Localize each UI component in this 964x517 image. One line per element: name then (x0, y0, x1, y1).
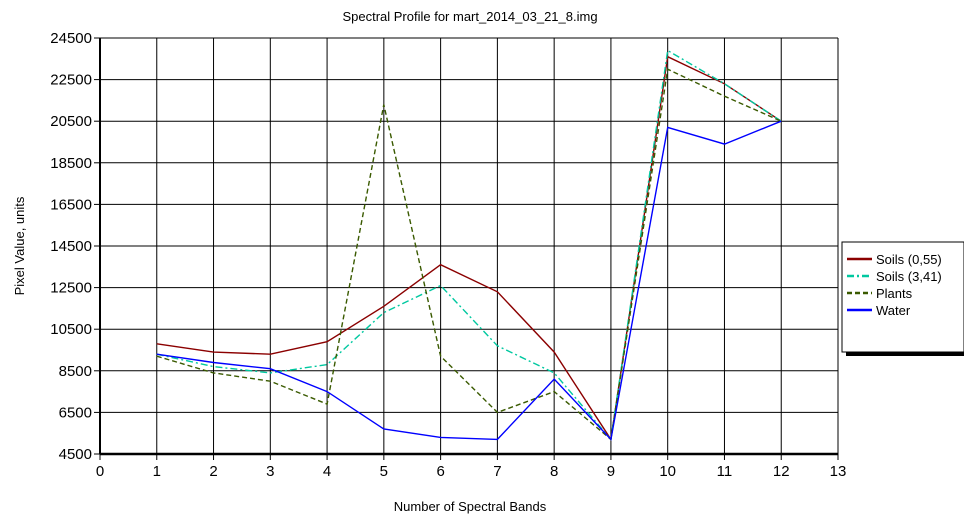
x-tick-label: 0 (96, 463, 104, 480)
series-line-1 (156, 49, 782, 442)
x-tick-label: 7 (493, 463, 501, 480)
plot-frame (94, 37, 839, 460)
x-tick-label: 4 (323, 463, 331, 480)
y-tick-label: 14500 (50, 238, 92, 255)
y-tick-label: 8500 (59, 363, 92, 380)
legend-label: Soils (3,41) (876, 269, 942, 284)
y-tick-label: 6500 (59, 404, 92, 421)
chart-title: Spectral Profile for mart_2014_03_21_8.i… (342, 9, 597, 24)
legend-label: Water (876, 303, 911, 318)
x-tick-label: 13 (830, 463, 847, 480)
y-tick-label: 10500 (50, 321, 92, 338)
x-tick-labels: 0 1 2 3 4 5 6 7 8 9 10 11 12 13 (96, 463, 847, 480)
y-tick-label: 20500 (50, 113, 92, 130)
x-tick-label: 1 (153, 463, 161, 480)
x-tick-label: 12 (773, 463, 790, 480)
x-tick-label: 2 (209, 463, 217, 480)
y-tick-label: 22500 (50, 72, 92, 89)
x-tick-label: 3 (266, 463, 274, 480)
x-tick-label: 10 (659, 463, 676, 480)
legend-label: Soils (0,55) (876, 252, 942, 267)
legend: Soils (0,55) Soils (3,41) Plants Water (841, 241, 964, 356)
x-tick-label: 11 (717, 463, 733, 480)
y-tick-label: 16500 (50, 196, 92, 213)
legend-label: Plants (876, 286, 913, 301)
x-axis-title: Number of Spectral Bands (394, 499, 547, 514)
y-tick-label: 24500 (50, 30, 92, 47)
grid-lines (99, 37, 839, 455)
y-tick-labels: 4500 6500 8500 10500 12500 14500 16500 18500 205… (50, 30, 92, 463)
y-tick-label: 12500 (50, 280, 92, 297)
x-tick-label: 5 (380, 463, 388, 480)
y-tick-label: 4500 (59, 446, 92, 463)
x-tick-label: 9 (607, 463, 615, 480)
series-line-2 (156, 68, 782, 441)
series-line-0 (156, 55, 782, 442)
series-lines (156, 49, 782, 442)
y-axis-title: Pixel Value, units (12, 196, 27, 295)
series-line-3 (156, 120, 782, 441)
y-tick-label: 18500 (50, 155, 92, 172)
x-tick-label: 8 (550, 463, 558, 480)
legend-box (841, 241, 964, 353)
x-tick-label: 6 (436, 463, 444, 480)
